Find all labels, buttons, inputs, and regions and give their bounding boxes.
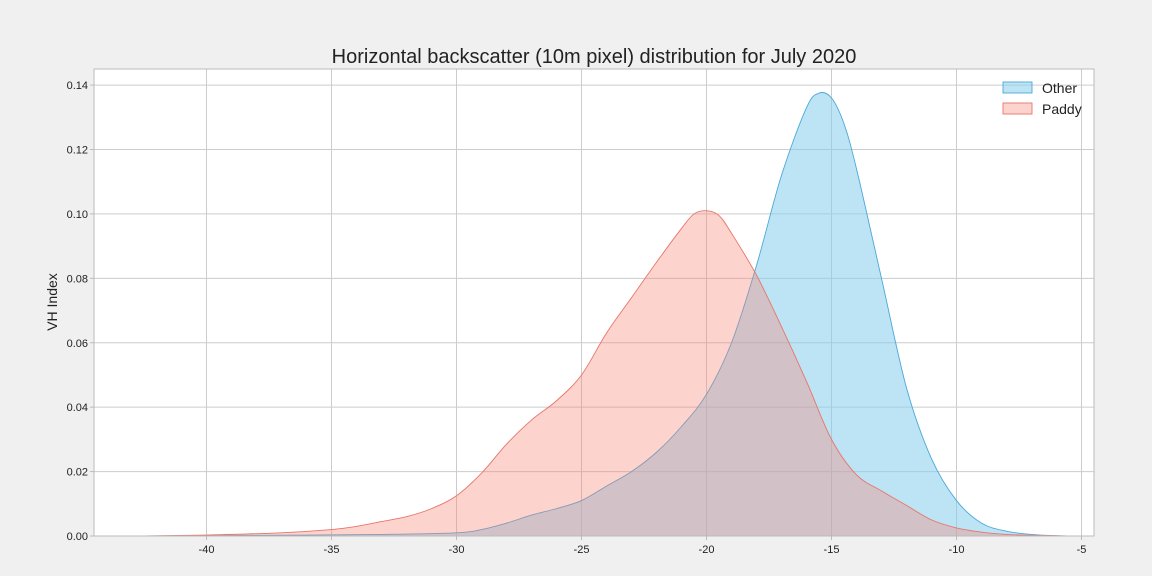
paddy-area — [144, 210, 1069, 536]
y-tick-label: 0.04 — [67, 402, 88, 414]
y-tick-label: 0.08 — [67, 273, 88, 285]
legend: Other Paddy — [1002, 80, 1082, 117]
series-areas — [143, 92, 1070, 537]
legend-label-other: Other — [1042, 80, 1077, 96]
x-axis-ticks: -40 -35 -30 -25 -20 -15 -10 -5 — [199, 536, 1087, 556]
y-tick-label: 0.00 — [67, 531, 88, 543]
y-tick-label: 0.12 — [67, 145, 88, 157]
other-outline — [143, 92, 1070, 537]
legend-swatch-other — [1002, 81, 1033, 94]
paddy-outline — [143, 210, 1070, 537]
x-tick-label: -40 — [199, 544, 215, 556]
x-tick-label: -25 — [574, 544, 590, 556]
x-tick-label: -10 — [949, 544, 965, 556]
x-tick-label: -30 — [449, 544, 465, 556]
y-tick-label: 0.02 — [67, 467, 88, 479]
x-tick-label: -35 — [324, 544, 340, 556]
x-tick-label: -5 — [1077, 544, 1087, 556]
other-area — [144, 92, 1069, 537]
plot-frame — [93, 68, 1095, 537]
legend-label-paddy: Paddy — [1042, 101, 1082, 117]
y-tick-label: 0.10 — [67, 209, 88, 221]
chart-title: Horizontal backscatter (10m pixel) distr… — [332, 46, 857, 68]
y-axis-label: VH Index — [44, 273, 60, 331]
y-tick-label: 0.14 — [67, 80, 88, 92]
y-axis-ticks: 0.00 0.02 0.04 0.06 0.08 0.10 0.12 0.14 — [67, 80, 94, 543]
x-tick-label: -20 — [699, 544, 715, 556]
y-tick-label: 0.06 — [67, 338, 88, 350]
legend-swatch-paddy — [1002, 102, 1033, 115]
x-tick-label: -15 — [824, 544, 840, 556]
